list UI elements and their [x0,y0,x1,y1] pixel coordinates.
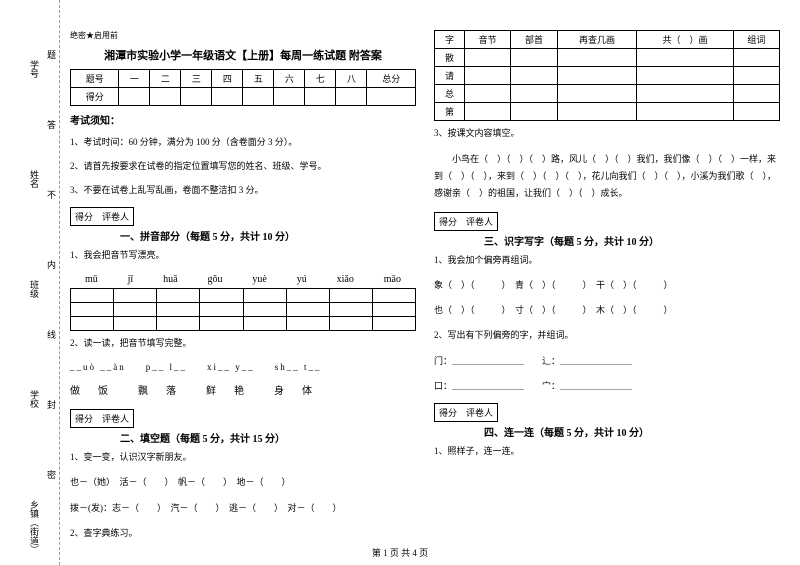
right-column: 字 音节 部首 再查几画 共（ ）画 组词 散 请 总 第 3、按课文内容填空。… [434,30,780,540]
question: 2、读一读，把音节填写完整。 [70,336,416,351]
th: 组词 [733,31,779,49]
char-lookup-table: 字 音节 部首 再查几画 共（ ）画 组词 散 请 总 第 [434,30,780,121]
seal-mark: 答 [45,120,58,129]
th: 六 [274,70,305,88]
hanzi-row: 做 饭 飘 落 鲜 艳 身 体 [70,382,416,397]
sidebar-label: 学号 [28,60,41,78]
question-line: 也－（她） 活－（ ） 帆－（ ） 地－（ ） [70,475,416,490]
th: 再查几画 [557,31,637,49]
seal-mark: 密 [45,470,58,479]
seal-mark: 内 [45,260,58,269]
pinyin: xiǎo [337,274,354,285]
th: 字 [435,31,465,49]
seal-mark: 不 [45,190,58,199]
fill: p__ l__ [146,362,187,372]
question: 1、变一变，认识汉字新朋友。 [70,450,416,465]
hanzi: 鲜 艳 [206,382,248,397]
question-line: 口：＿＿＿＿＿＿＿＿ 宀：＿＿＿＿＿＿＿＿ [434,379,780,394]
th: 七 [305,70,336,88]
pinyin: gǒu [207,274,222,285]
th: 二 [150,70,181,88]
pinyin: māo [384,274,401,285]
question: 1、我会把音节写漂亮。 [70,248,416,263]
hanzi: 飘 落 [138,382,180,397]
page-footer: 第 1 页 共 4 页 [0,546,800,559]
pinyin-row: mǔ jī huā gǒu yuè yú xiǎo māo [70,274,416,285]
notice-item: 1、考试时间：60 分钟，满分为 100 分（含卷面分 3 分）。 [70,134,416,150]
sidebar-label: 姓名 [28,170,41,188]
char-cell: 第 [435,103,465,121]
seal-mark: 题 [45,50,58,59]
left-column: 绝密★启用前 湘潭市实验小学一年级语文【上册】每周一练试题 附答案 题号 一 二… [70,30,416,540]
score-box: 得分 评卷人 [434,212,498,231]
section-4-title: 四、连一连（每题 5 分，共计 10 分） [484,424,780,439]
page-content: 绝密★启用前 湘潭市实验小学一年级语文【上册】每周一练试题 附答案 题号 一 二… [70,30,780,540]
question-line: 象（ ）（ ） 青（ ）（ ） 干（ ）（ ） [434,278,780,293]
pinyin: jī [128,274,134,285]
sidebar-label: 学校 [28,390,41,408]
fill: xi__ y__ [207,362,255,372]
section-2-title: 二、填空题（每题 5 分，共计 15 分） [120,430,416,445]
th: 一 [119,70,150,88]
th: 总分 [367,70,416,88]
question: 1、照样子，连一连。 [434,444,780,459]
row-label: 得分 [71,88,119,106]
seal-mark: 线 [45,330,58,339]
score-box: 得分 评卷人 [70,207,134,226]
score-box: 得分 评卷人 [70,409,134,428]
notice-item: 2、请首先按要求在试卷的指定位置填写您的姓名、班级、学号。 [70,158,416,174]
hanzi: 做 饭 [70,382,112,397]
question-line: 也（ ）（ ） 寸（ ）（ ） 木（ ）（ ） [434,303,780,318]
char-cell: 散 [435,49,465,67]
question: 2、写出有下列偏旁的字，并组词。 [434,328,780,343]
th: 五 [243,70,274,88]
th: 题号 [71,70,119,88]
char-cell: 请 [435,67,465,85]
pinyin: yuè [252,274,266,285]
question-line: 门：＿＿＿＿＿＿＿＿ 辶：＿＿＿＿＿＿＿＿ [434,354,780,369]
fill: sh__ t__ [275,362,322,372]
notice-item: 3、不要在试卷上乱写乱画，卷面不整洁扣 3 分。 [70,182,416,198]
exam-title: 湘潭市实验小学一年级语文【上册】每周一练试题 附答案 [70,47,416,63]
pinyin: mǔ [85,274,98,285]
th: 八 [336,70,367,88]
score-box: 得分 评卷人 [434,403,498,422]
writing-grid [70,288,416,331]
th: 音节 [465,31,511,49]
hanzi: 身 体 [274,382,316,397]
sidebar-label: 班级 [28,280,41,298]
th: 四 [212,70,243,88]
passage-text: 小鸟在（ ）（ ）（ ）路，风儿（ ）（ ）我们，我们像（ ）（ ）一样，来到（… [434,151,780,202]
section-1-title: 一、拼音部分（每题 5 分，共计 10 分） [120,228,416,243]
th: 三 [181,70,212,88]
fill: __uò __àn [70,362,126,372]
binding-sidebar: 乡镇（街道） 学校 班级 姓名 学号 密 封 线 内 不 答 题 [0,0,60,565]
notice-heading: 考试须知： [70,112,416,127]
question: 1、我会加个偏旁再组词。 [434,253,780,268]
char-cell: 总 [435,85,465,103]
pinyin: yú [297,274,307,285]
secrecy-label: 绝密★启用前 [70,30,416,41]
fill-row: __uò __àn p__ l__ xi__ y__ sh__ t__ [70,362,416,372]
seal-mark: 封 [45,400,58,409]
pinyin: huā [163,274,177,285]
score-summary-table: 题号 一 二 三 四 五 六 七 八 总分 得分 [70,69,416,106]
th: 部首 [511,31,557,49]
question-line: 拨－(发)：志－（ ） 汽－（ ） 逃－（ ） 对－（ ） [70,501,416,516]
section-3-title: 三、识字写字（每题 5 分，共计 10 分） [484,233,780,248]
question: 2、查字典练习。 [70,526,416,541]
th: 共（ ）画 [637,31,733,49]
question: 3、按课文内容填空。 [434,126,780,141]
